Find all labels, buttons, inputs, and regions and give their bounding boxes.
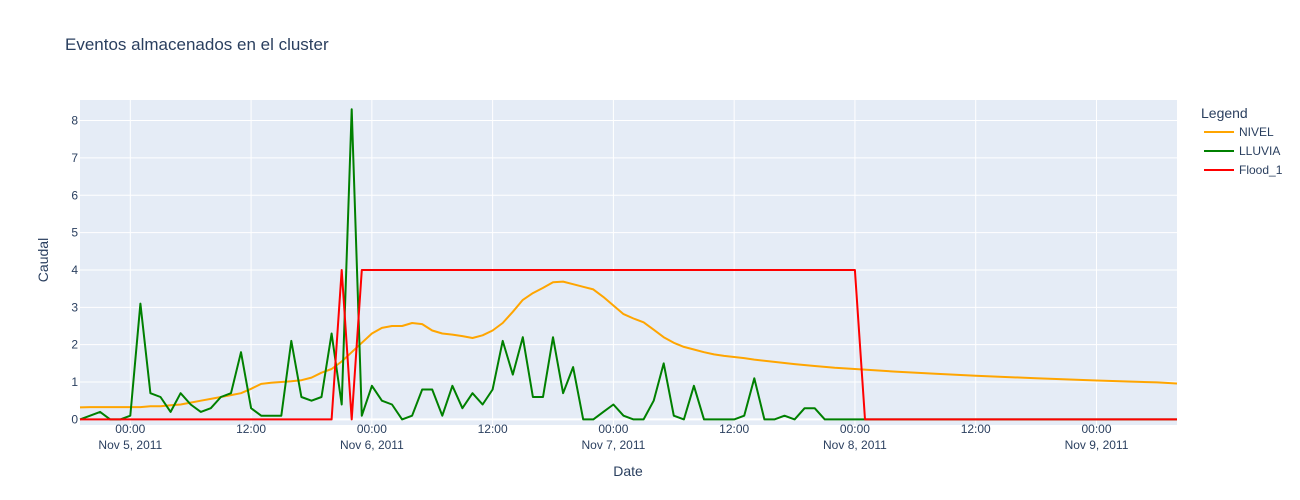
- y-tick-label: 2: [71, 338, 78, 352]
- y-axis-title: Caudal: [35, 238, 51, 282]
- x-tick-label: 00:00: [115, 422, 145, 436]
- plot-area: [80, 100, 1177, 425]
- x-tick-label: 00:00: [1081, 422, 1111, 436]
- x-tick-date-label: Nov 9, 2011: [1065, 438, 1129, 452]
- x-tick-date-label: Nov 5, 2011: [98, 438, 162, 452]
- chart-title: Eventos almacenados en el cluster: [65, 35, 329, 54]
- legend-title: Legend: [1201, 105, 1248, 121]
- x-tick-label: 12:00: [719, 422, 749, 436]
- y-tick-label: 5: [71, 226, 78, 240]
- y-tick-label: 1: [71, 375, 78, 389]
- x-tick-label: 12:00: [236, 422, 266, 436]
- x-tick-label: 00:00: [840, 422, 870, 436]
- y-tick-label: 0: [71, 412, 78, 426]
- y-tick-label: 4: [71, 263, 78, 277]
- x-tick-date-label: Nov 6, 2011: [340, 438, 404, 452]
- x-tick-label: 00:00: [357, 422, 387, 436]
- x-gridlines: [129, 100, 1097, 425]
- y-tick-label: 8: [71, 114, 78, 128]
- y-tick-label: 7: [71, 151, 78, 165]
- legend-label-lluvia: LLUVIA: [1239, 144, 1280, 158]
- series-line-nivel: [79, 280, 1178, 409]
- series-line-lluvia: [79, 108, 1177, 421]
- legend-label-nivel: NIVEL: [1239, 125, 1274, 139]
- x-axis-title: Date: [613, 463, 643, 479]
- legend-label-flood-1: Flood_1: [1239, 163, 1283, 177]
- x-axis-ticks: 00:00 Nov 5, 2011 12:00 00:00 Nov 6, 2011 12:…: [98, 422, 1128, 452]
- x-tick-date-label: Nov 7, 2011: [581, 438, 645, 452]
- y-tick-label: 3: [71, 300, 78, 314]
- legend: Legend NIVEL LLUVIA Flood_1: [1201, 105, 1283, 177]
- x-tick-date-label: Nov 8, 2011: [823, 438, 887, 452]
- y-tick-label: 6: [71, 188, 78, 202]
- y-axis-ticks: 0 1 2 3 4 5 6 7 8: [71, 114, 78, 427]
- x-tick-label: 00:00: [598, 422, 628, 436]
- series-layer: [79, 108, 1178, 421]
- x-tick-label: 12:00: [961, 422, 991, 436]
- series-line-flood-1: [80, 269, 1177, 421]
- x-tick-label: 12:00: [478, 422, 508, 436]
